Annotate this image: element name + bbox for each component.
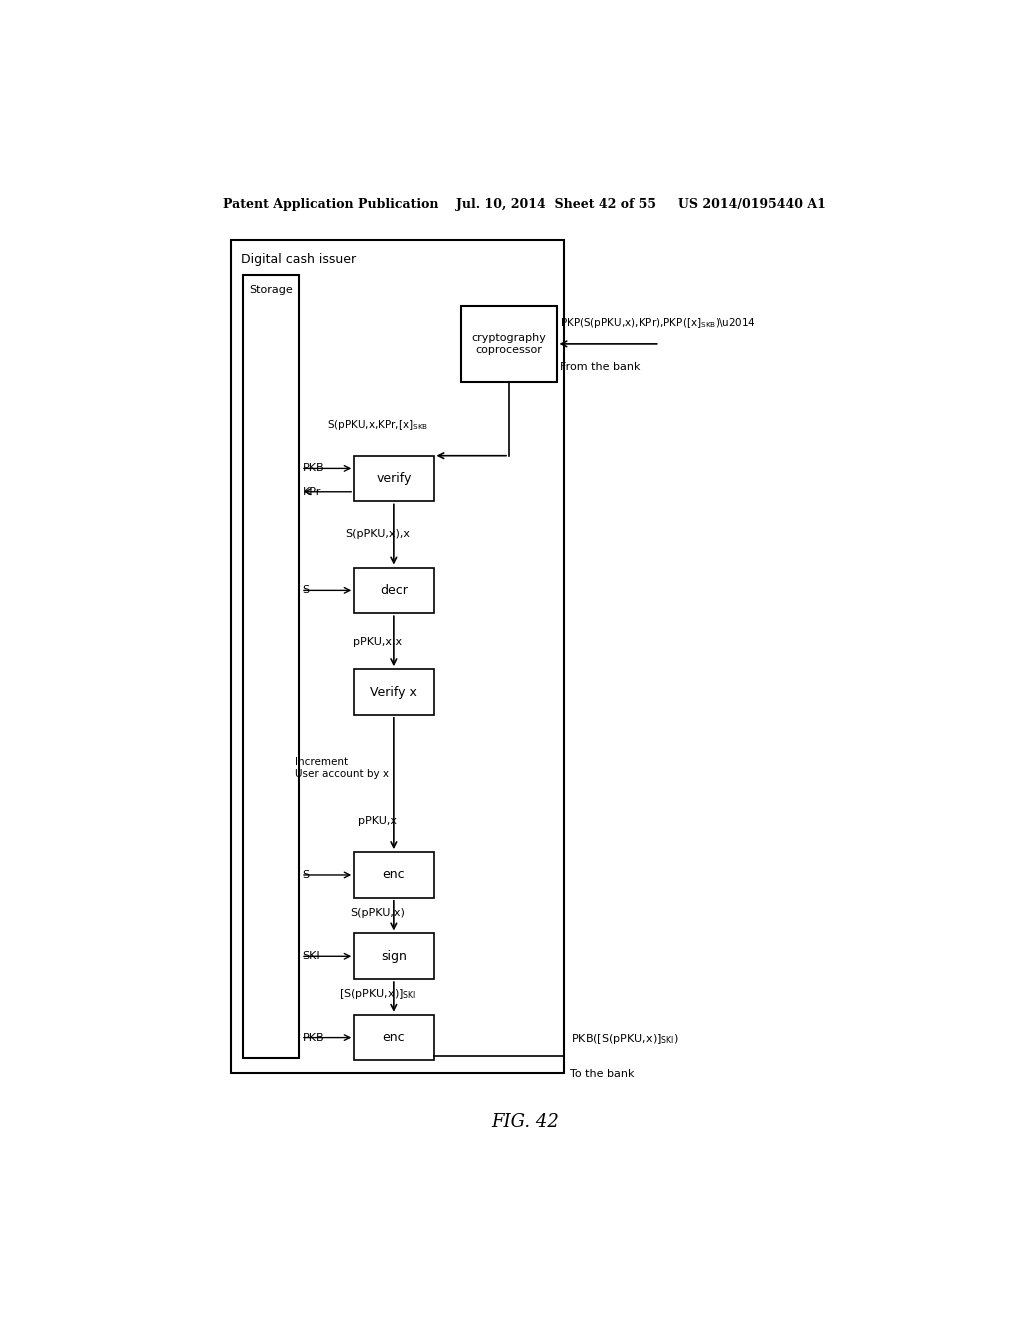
Text: sign: sign xyxy=(381,950,407,962)
Bar xyxy=(354,853,433,898)
Bar xyxy=(243,276,299,1057)
Text: Digital cash issuer: Digital cash issuer xyxy=(241,253,355,265)
Text: S: S xyxy=(303,585,309,595)
Text: Verify x: Verify x xyxy=(371,685,418,698)
Text: [S(pPKU,x)]$_{\mathregular{SKI}}$: [S(pPKU,x)]$_{\mathregular{SKI}}$ xyxy=(339,987,417,1001)
Bar xyxy=(354,933,433,979)
Text: KPr: KPr xyxy=(303,487,321,496)
Text: pPKU,x: pPKU,x xyxy=(358,816,397,826)
Text: FIG. 42: FIG. 42 xyxy=(490,1113,559,1131)
Bar xyxy=(354,568,433,614)
Text: S(pPKU,x,KPr,[x]$_{\mathregular{SKB}}$: S(pPKU,x,KPr,[x]$_{\mathregular{SKB}}$ xyxy=(328,417,429,432)
Text: S: S xyxy=(303,870,309,880)
Text: PKB: PKB xyxy=(303,463,325,474)
Text: S(pPKU,x): S(pPKU,x) xyxy=(350,908,406,917)
Text: pPKU,x,x: pPKU,x,x xyxy=(353,638,402,647)
Bar xyxy=(231,240,564,1073)
Text: PKB([S(pPKU,x)]$_{\mathregular{SKI}}$): PKB([S(pPKU,x)]$_{\mathregular{SKI}}$) xyxy=(570,1032,679,1045)
Text: To the bank: To the bank xyxy=(570,1069,635,1078)
Text: From the bank: From the bank xyxy=(560,362,640,372)
Bar xyxy=(354,669,433,715)
Text: PKB: PKB xyxy=(303,1032,325,1043)
Text: enc: enc xyxy=(383,1031,406,1044)
Text: cryptography
coprocessor: cryptography coprocessor xyxy=(471,333,547,355)
Bar xyxy=(461,306,557,381)
Text: enc: enc xyxy=(383,869,406,882)
Text: verify: verify xyxy=(376,473,412,484)
Text: SKI: SKI xyxy=(303,952,321,961)
Bar xyxy=(354,1015,433,1060)
Text: Patent Application Publication    Jul. 10, 2014  Sheet 42 of 55     US 2014/0195: Patent Application Publication Jul. 10, … xyxy=(223,198,826,211)
Text: S(pPKU,x),x: S(pPKU,x),x xyxy=(345,529,411,540)
Text: Storage: Storage xyxy=(249,285,293,296)
Text: PKP(S(pPKU,x),KPr),PKP([x]$_{\mathregular{SKB}}$)\u2014: PKP(S(pPKU,x),KPr),PKP([x]$_{\mathregula… xyxy=(560,315,756,330)
Bar xyxy=(354,455,433,502)
Text: Increment
User account by x: Increment User account by x xyxy=(295,758,389,779)
Text: decr: decr xyxy=(380,583,408,597)
